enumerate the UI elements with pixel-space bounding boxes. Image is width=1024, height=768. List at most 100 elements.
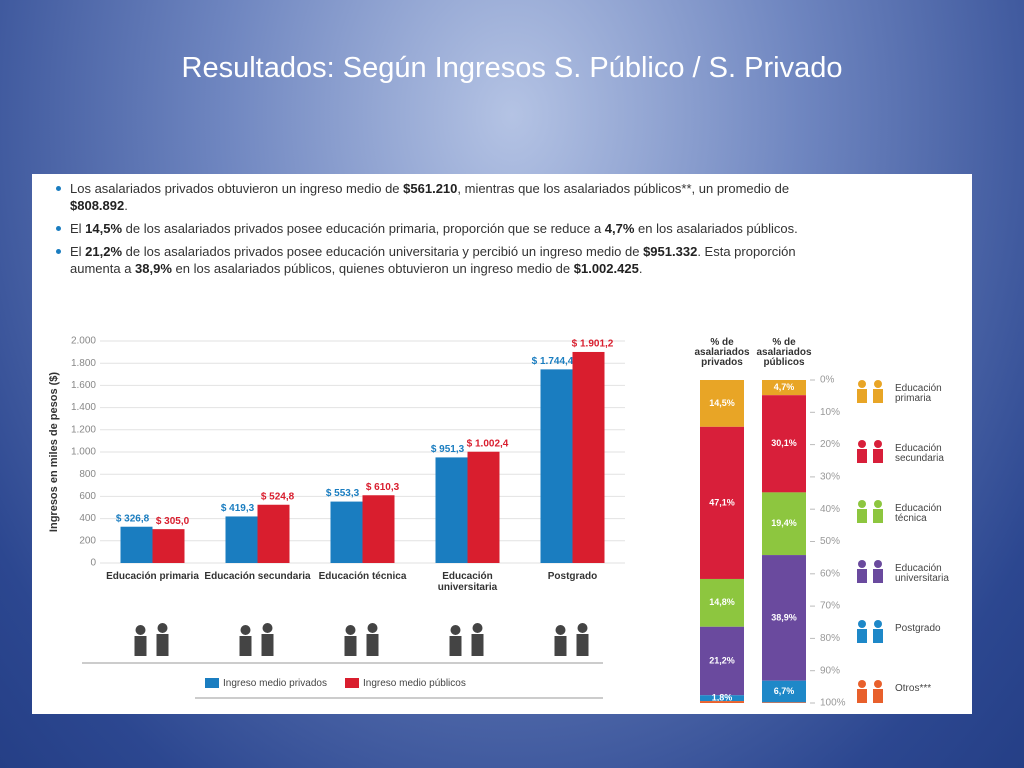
bar: [572, 351, 605, 563]
data-label: $ 305,0: [156, 516, 190, 527]
y-tick-label: 1.800: [71, 358, 96, 369]
data-label: 14,8%: [709, 597, 735, 607]
data-label: 47,1%: [709, 497, 735, 507]
slide-title: Resultados: Según Ingresos S. Público / …: [181, 52, 843, 84]
x-tick-label: Educación técnica: [318, 571, 407, 582]
y-tick-label: 800: [79, 469, 96, 480]
legend-label: Ingreso medio privados: [223, 678, 327, 689]
legend-icon: [874, 500, 882, 508]
bullet-text: 4,7%: [604, 221, 635, 236]
y-tick-label: 1.200: [71, 424, 96, 435]
legend-icon: [874, 680, 882, 688]
bar-segment: [762, 702, 806, 703]
bar: [120, 526, 153, 563]
data-label: 6,7%: [774, 686, 795, 696]
bar-segment: [700, 380, 744, 427]
data-label: $ 1.002,4: [467, 438, 509, 449]
legend-icon: [858, 380, 866, 388]
bar: [330, 501, 363, 563]
icon: [240, 625, 251, 635]
legend-label: Educación primaria: [895, 383, 942, 404]
legend-icon: [857, 569, 867, 583]
panel: [32, 174, 972, 714]
legend-label: Otros***: [895, 683, 932, 694]
bullet-text: El: [70, 221, 86, 236]
data-label: 14,5%: [709, 398, 735, 408]
bullet-text: $561.210: [403, 181, 458, 196]
y-tick-label: 600: [79, 491, 96, 502]
y-axis-label: Ingresos en miles de pesos ($): [48, 372, 60, 533]
legend-icon: [873, 629, 883, 643]
legend-icon: [873, 449, 883, 463]
data-label: $ 1.901,2: [572, 339, 614, 350]
data-label: 19,4%: [771, 518, 797, 528]
bullet-text: El: [70, 244, 86, 259]
bar: [225, 516, 258, 563]
x-tick-label: Educación secundaria: [204, 571, 311, 582]
bullet-text: 38,9%: [135, 261, 172, 276]
bullet-text: en los asalariados públicos.: [634, 221, 798, 236]
bar-segment: [700, 695, 744, 702]
legend-swatch: [345, 678, 359, 688]
legend-icon: [873, 689, 883, 703]
data-label: $ 419,3: [221, 503, 255, 514]
bar: [362, 495, 395, 563]
bar-segment: [762, 680, 806, 703]
legend-icon: [858, 560, 866, 568]
data-label: $ 610,3: [366, 482, 400, 493]
bullet-list: Los asalariados privados obtuvieron un i…: [36, 180, 836, 283]
legend-icon: [857, 389, 867, 403]
bullet-text: 14,5%: [85, 221, 123, 236]
legend-icon: [858, 500, 866, 508]
bullet-text: de los asalariados privados posee educac…: [122, 221, 605, 236]
legend-label: Educación secundaria: [895, 443, 944, 464]
data-label: 30,1%: [771, 438, 797, 448]
legend-icon: [873, 509, 883, 523]
legend-label: Educación universitaria: [895, 563, 949, 584]
legend-icon: [857, 629, 867, 643]
icon: [576, 634, 589, 656]
bar: [152, 529, 185, 563]
y-tick-label: 400: [79, 513, 96, 524]
y-tick-label: 20%: [820, 439, 840, 450]
bar: [435, 457, 468, 563]
y-tick-label: 10%: [820, 407, 840, 418]
data-label: $ 1.744,4: [532, 356, 574, 367]
legend-icon: [874, 440, 882, 448]
legend-icon: [858, 440, 866, 448]
icon: [344, 636, 357, 656]
icon: [366, 634, 379, 656]
y-tick-label: 90%: [820, 665, 840, 676]
legend-label: Educación técnica: [895, 503, 942, 524]
bullet-text: Los asalariados privados obtuvieron un i…: [70, 181, 404, 196]
bullet-text: . Esta proporción aumenta a: [70, 244, 796, 276]
y-tick-label: 40%: [820, 504, 840, 515]
icon: [135, 625, 146, 635]
y-tick-label: 70%: [820, 601, 840, 612]
icon: [450, 625, 461, 635]
bullet-text: , mientras que los asalariados públicos*…: [457, 181, 790, 196]
y-tick-label: 50%: [820, 536, 840, 547]
y-tick-label: 0%: [820, 375, 835, 386]
legend-icon: [874, 620, 882, 628]
icon: [449, 636, 462, 656]
legend-icon: [874, 380, 882, 388]
icon: [555, 625, 566, 635]
icon: [239, 636, 252, 656]
bullet: El 14,5% de los asalariados privados pos…: [36, 220, 836, 237]
bar: [467, 451, 500, 563]
legend-swatch: [205, 678, 219, 688]
bar-segment: [700, 626, 744, 696]
bar-segment: [700, 701, 744, 703]
x-tick-label: Postgrado: [547, 571, 598, 582]
bullet: Los asalariados privados obtuvieron un i…: [36, 180, 836, 214]
bar-segment: [700, 426, 744, 579]
data-label: 4,7%: [774, 382, 795, 392]
icon: [471, 634, 484, 656]
data-label: $ 326,8: [116, 513, 150, 524]
icon: [577, 623, 588, 633]
x-tick-label: Educación primaria: [106, 571, 199, 582]
legend-icon: [857, 509, 867, 523]
icon: [367, 623, 378, 633]
